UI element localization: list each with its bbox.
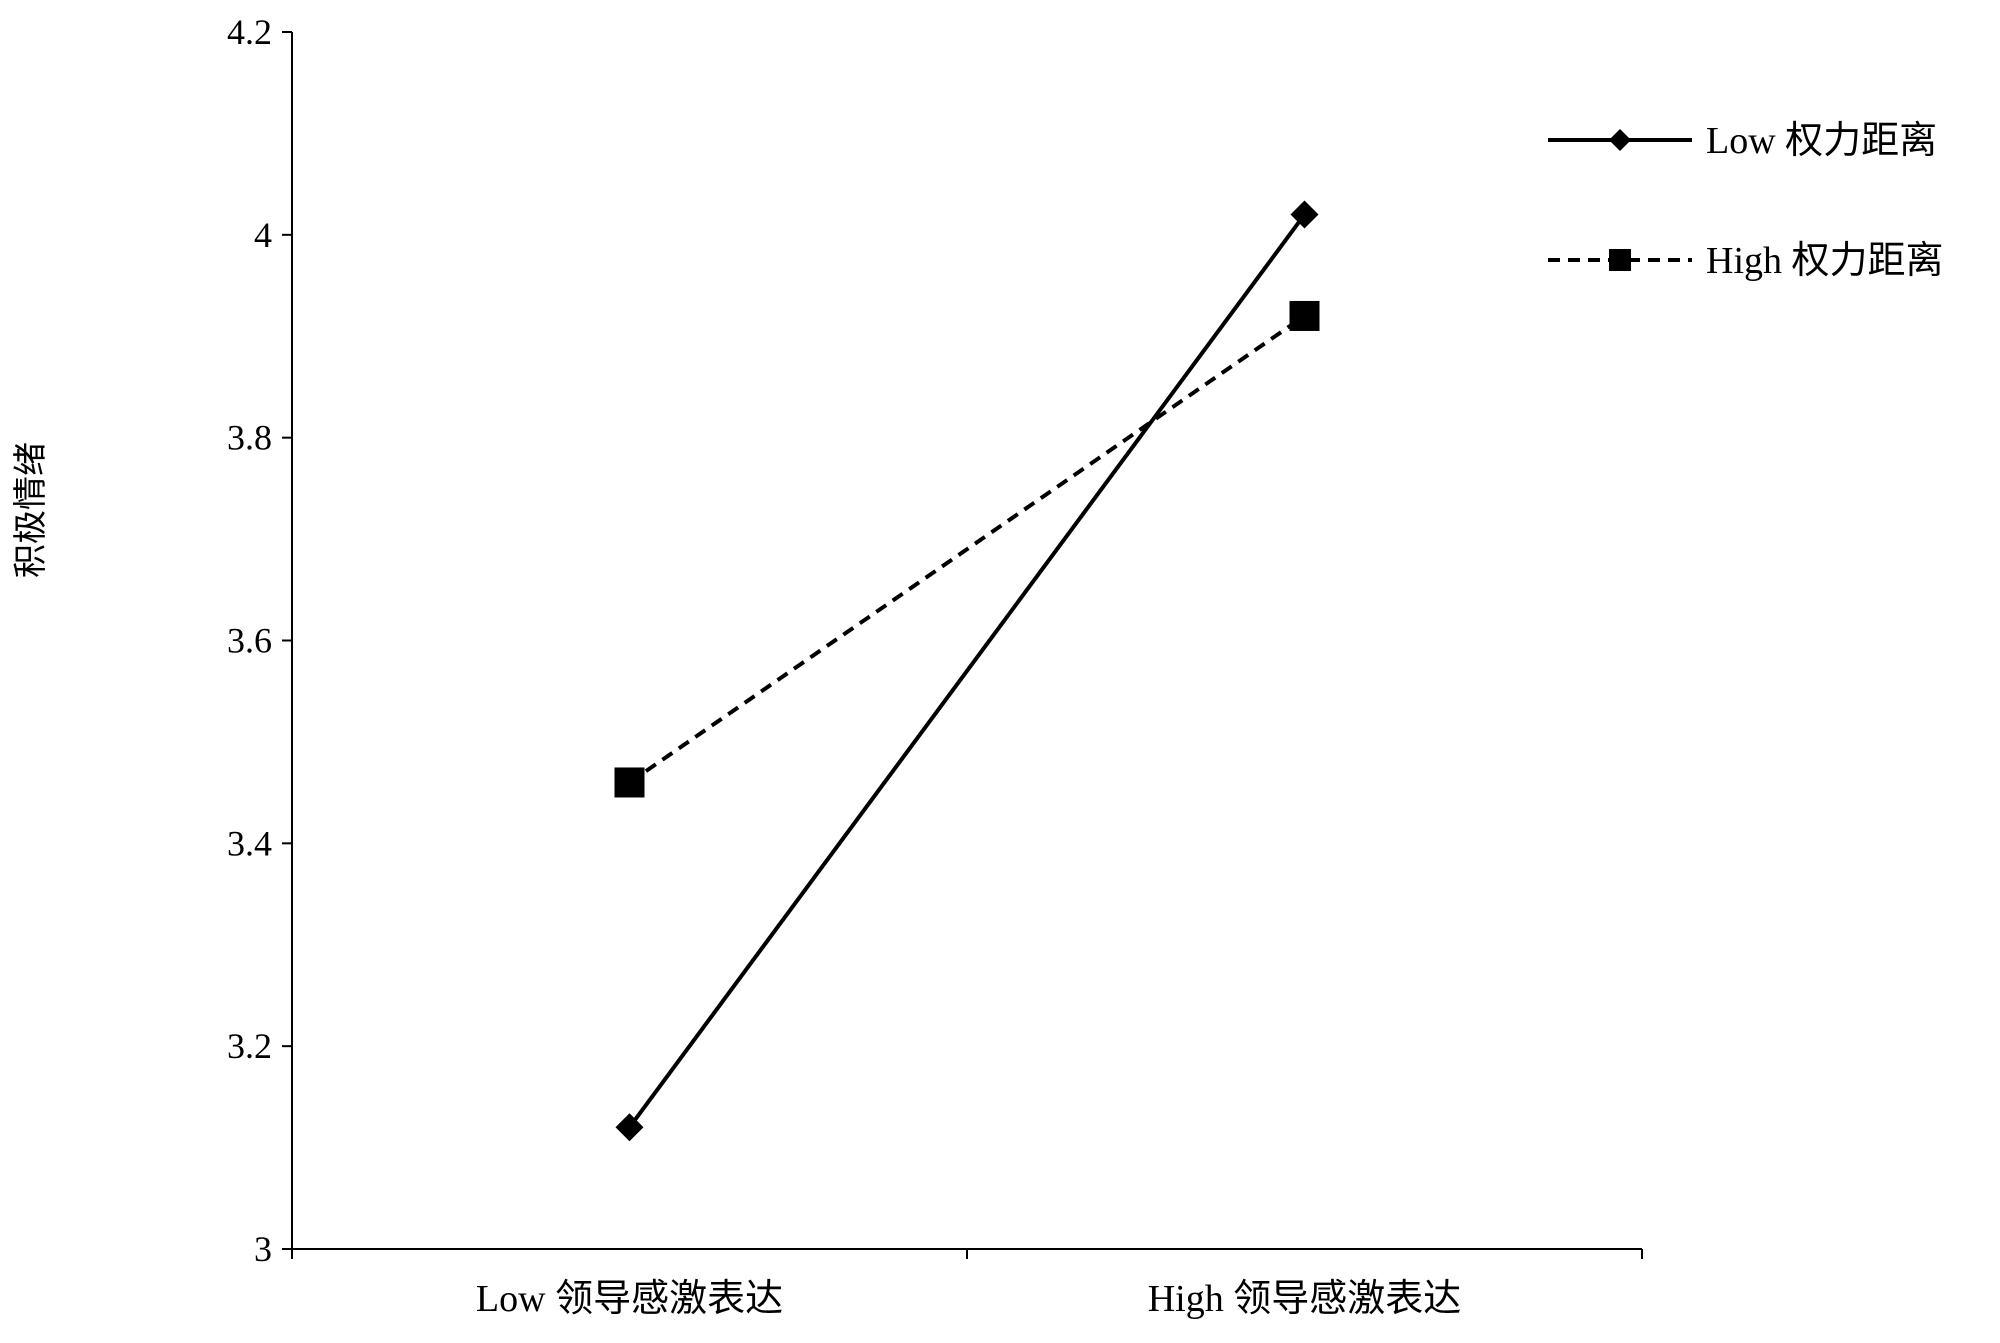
series-line <box>627 213 1307 1129</box>
y-tick-label: 4.2 <box>227 12 272 52</box>
legend-label: Low 权力距离 <box>1706 120 1937 162</box>
diamond-marker <box>1609 129 1631 151</box>
series-2 <box>614 300 1320 798</box>
square-marker <box>614 767 645 798</box>
legend-label: High 权力距离 <box>1706 240 1944 282</box>
square-marker <box>1289 300 1320 331</box>
y-axis-label: 积极情绪 <box>12 442 50 578</box>
y-tick-label: 3.2 <box>227 1026 272 1066</box>
x-tick-label: High 领导感激表达 <box>1148 1278 1462 1320</box>
diamond-marker <box>1290 200 1319 229</box>
square-marker <box>1609 249 1631 271</box>
y-ticks: 3 3.2 3.4 3.6 3.8 4 4.2 <box>227 12 292 1269</box>
y-tick-label: 3.6 <box>227 621 272 661</box>
legend-item: Low 权力距离 <box>1548 120 1937 162</box>
y-tick-label: 3.8 <box>227 418 272 458</box>
y-tick-label: 3.4 <box>227 823 272 863</box>
diamond-marker <box>615 1113 644 1142</box>
series-1 <box>615 200 1319 1142</box>
legend: Low 权力距离 High 权力距离 <box>1548 120 1944 282</box>
y-tick-label: 4 <box>254 215 272 255</box>
y-tick-label: 3 <box>254 1229 272 1269</box>
x-tick-label: Low 领导感激表达 <box>476 1278 783 1320</box>
series-line <box>628 314 1306 785</box>
axes-layer <box>291 32 1642 1250</box>
legend-item: High 权力距离 <box>1548 240 1944 282</box>
series-layer <box>614 200 1320 1142</box>
x-ticks: Low 领导感激表达 High 领导感激表达 <box>291 1249 1643 1320</box>
